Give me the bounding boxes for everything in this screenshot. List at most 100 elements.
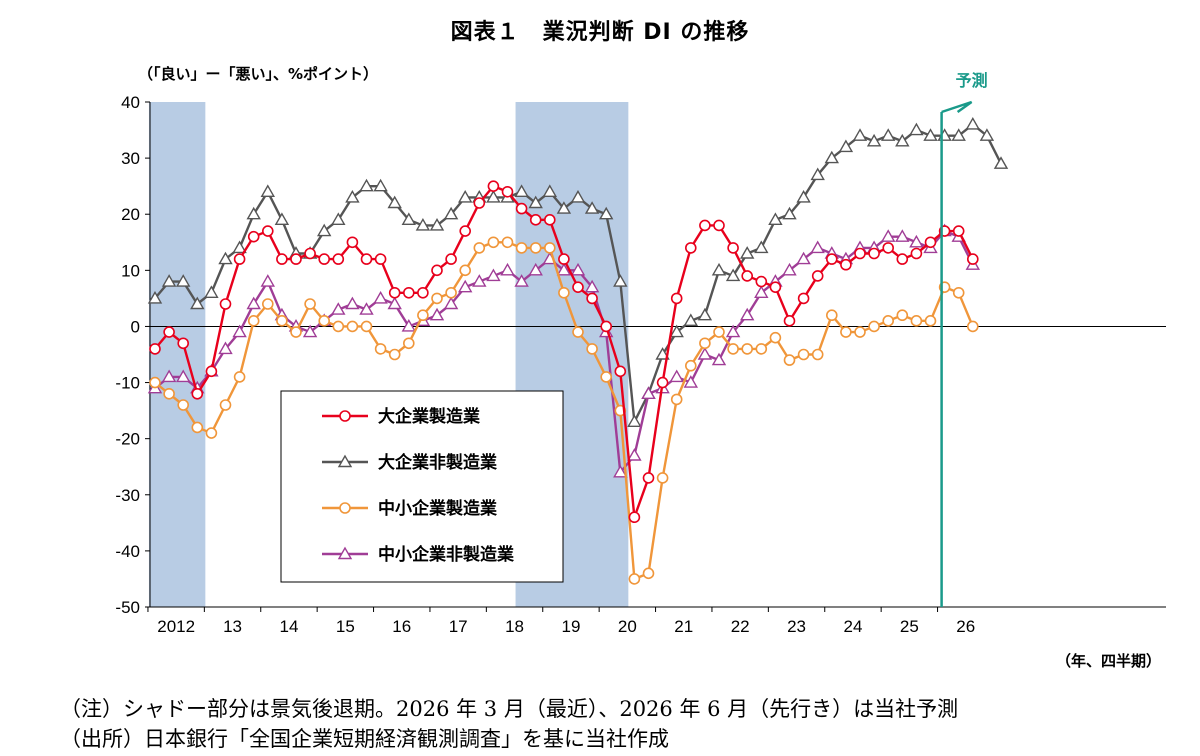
data-point	[796, 251, 811, 265]
data-point	[163, 326, 175, 338]
data-point	[191, 387, 204, 400]
data-point	[290, 326, 302, 338]
data-point	[177, 337, 189, 350]
x-tick-label: 24	[843, 617, 862, 636]
data-point	[797, 348, 810, 361]
data-point	[387, 296, 402, 310]
data-point	[205, 427, 218, 439]
legend-label: 中小企業製造業	[378, 498, 497, 519]
data-point	[175, 274, 191, 287]
data-point	[219, 399, 232, 411]
data-point	[402, 337, 415, 350]
data-point	[952, 286, 965, 299]
data-point	[683, 375, 699, 388]
data-point	[431, 292, 443, 305]
data-point	[572, 326, 584, 338]
data-point	[755, 343, 768, 355]
data-point	[388, 348, 401, 361]
data-point	[725, 268, 741, 282]
data-point	[641, 386, 656, 399]
data-point	[656, 472, 669, 484]
data-point	[713, 219, 725, 232]
data-point	[175, 369, 191, 383]
legend-marker	[337, 454, 353, 468]
data-point	[854, 326, 866, 338]
data-point	[669, 369, 684, 383]
data-point	[556, 262, 572, 276]
data-point	[598, 206, 614, 220]
data-point	[218, 251, 233, 265]
data-point	[896, 253, 909, 265]
data-point	[810, 240, 825, 254]
data-point	[402, 286, 415, 299]
recession-band-1	[148, 102, 206, 607]
data-point	[429, 307, 445, 321]
data-point	[514, 274, 529, 287]
data-point	[782, 262, 797, 276]
data-point	[501, 236, 514, 249]
data-point	[754, 285, 769, 298]
data-point	[443, 206, 459, 220]
data-point	[727, 343, 739, 355]
data-point	[755, 275, 768, 288]
data-point	[401, 212, 417, 226]
legend-marker	[339, 410, 351, 422]
data-point	[656, 376, 669, 389]
y-axis-unit-label: （「良い」ー「悪い」、%ポイント）	[138, 65, 379, 83]
y-tick-label: -10	[115, 374, 140, 393]
data-point	[895, 229, 910, 242]
axes-layer: 40 30 20 10 0 -10 -20 -30 -40 -50 2012 13 14 15 16 17 18…	[115, 93, 1166, 636]
data-point	[304, 247, 316, 260]
data-point	[359, 302, 374, 315]
data-point	[840, 326, 852, 338]
legend-item-3: 中小企業製造業	[322, 498, 497, 519]
data-point	[684, 242, 697, 254]
data-point	[684, 359, 697, 372]
data-point	[586, 292, 598, 305]
data-point	[177, 399, 189, 411]
data-point	[500, 262, 515, 276]
y-tick-label: -40	[115, 542, 140, 561]
data-point	[472, 274, 487, 287]
data-point	[274, 212, 290, 226]
data-point	[445, 286, 457, 299]
data-point	[528, 262, 543, 276]
data-point	[670, 292, 683, 305]
data-point	[910, 315, 923, 327]
data-point	[529, 214, 542, 226]
data-point	[570, 189, 586, 203]
legend-marker	[339, 502, 351, 514]
y-tick-label: 20	[121, 205, 140, 224]
data-point	[359, 178, 374, 192]
data-point	[868, 247, 880, 260]
data-point	[204, 285, 219, 298]
data-point	[584, 279, 600, 293]
data-point	[838, 139, 854, 153]
data-point	[782, 206, 797, 220]
data-point	[233, 371, 246, 383]
data-point	[247, 230, 260, 243]
data-point	[866, 133, 882, 147]
series-2	[147, 117, 1009, 428]
data-point	[443, 296, 459, 310]
data-point	[754, 240, 769, 254]
data-point	[374, 253, 387, 265]
data-point	[260, 184, 276, 197]
data-point	[570, 262, 586, 276]
data-point	[628, 573, 641, 585]
x-tick-label: 21	[674, 617, 693, 636]
data-point	[445, 253, 457, 265]
legend-label: 中小企業非製造業	[378, 544, 514, 565]
data-point	[332, 320, 345, 333]
data-point	[811, 270, 824, 282]
y-tick-label: 0	[131, 317, 140, 336]
data-point	[459, 264, 472, 277]
data-point	[979, 128, 995, 141]
data-point	[515, 202, 528, 215]
data-point	[246, 206, 261, 220]
data-point	[825, 253, 838, 265]
x-tick-label: 23	[787, 617, 806, 636]
data-point	[431, 264, 443, 277]
x-tick-label: 14	[279, 617, 298, 636]
